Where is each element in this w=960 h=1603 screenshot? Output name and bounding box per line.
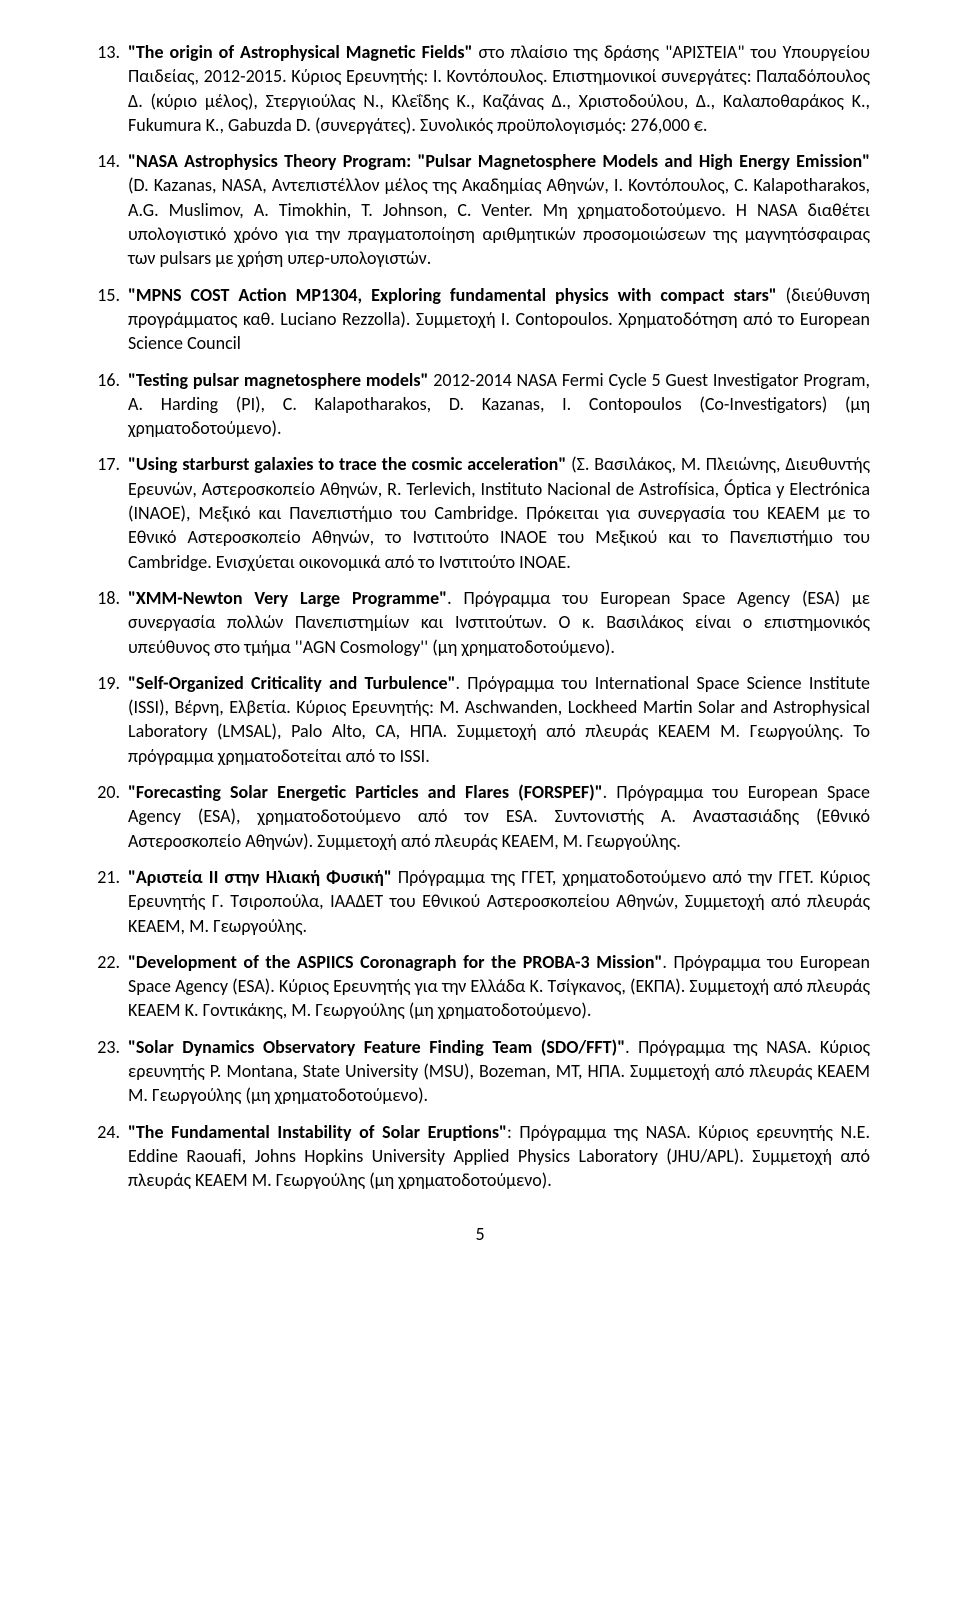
- numbered-list: 13. "The origin of Astrophysical Magnetic…: [90, 40, 870, 1192]
- item-title: "Testing pulsar magnetosphere models": [128, 369, 428, 391]
- item-title: "Αριστεία ΙΙ στην Ηλιακή Φυσική": [128, 866, 392, 888]
- item-number: 23.: [90, 1035, 120, 1059]
- item-number: 16.: [90, 368, 120, 392]
- list-item: 16. "Testing pulsar magnetosphere models"…: [90, 368, 870, 441]
- list-item: 24. "The Fundamental Instability of Solar…: [90, 1120, 870, 1193]
- item-number: 13.: [90, 40, 120, 64]
- list-item: 21."Αριστεία ΙΙ στην Ηλιακή Φυσική" Πρόγ…: [90, 865, 870, 938]
- list-item: 23. "Solar Dynamics Observatory Feature F…: [90, 1035, 870, 1108]
- item-number: 14.: [90, 149, 120, 173]
- item-title: "Using starburst galaxies to trace the c…: [128, 453, 566, 475]
- item-title: "Development of the ASPIICS Coronagraph …: [128, 951, 662, 973]
- list-item: 14. "NASA Astrophysics Theory Program: "P…: [90, 149, 870, 270]
- list-item: 22. "Development of the ASPIICS Coronagra…: [90, 950, 870, 1023]
- item-title: "NASA Astrophysics Theory Program: "Puls…: [128, 150, 870, 172]
- item-number: 17.: [90, 452, 120, 476]
- item-number: 22.: [90, 950, 120, 974]
- item-number: 19.: [90, 671, 120, 695]
- list-item: 17. "Using starburst galaxies to trace th…: [90, 452, 870, 573]
- item-body: (D. Kazanas, NASA, Αντεπιστέλλον μέλος τ…: [128, 174, 870, 269]
- item-title: "The origin of Astrophysical Magnetic Fi…: [128, 41, 473, 63]
- item-number: 21.: [90, 865, 120, 889]
- list-item: 15. "MPNS COST Action MP1304, Exploring f…: [90, 283, 870, 356]
- item-title: "The Fundamental Instability of Solar Er…: [128, 1121, 507, 1143]
- list-item: 20. "Forecasting Solar Energetic Particle…: [90, 780, 870, 853]
- list-item: 19. "Self-Organized Criticality and Turbu…: [90, 671, 870, 768]
- item-title: "Forecasting Solar Energetic Particles a…: [128, 781, 603, 803]
- item-number: 18.: [90, 586, 120, 610]
- list-item: 18."XMM-Newton Very Large Programme". Πρ…: [90, 586, 870, 659]
- item-title: "XMM-Newton Very Large Programme": [128, 587, 447, 609]
- item-number: 24.: [90, 1120, 120, 1144]
- document-page: 13. "The origin of Astrophysical Magnetic…: [0, 0, 960, 1287]
- list-item: 13. "The origin of Astrophysical Magnetic…: [90, 40, 870, 137]
- page-number: 5: [90, 1222, 870, 1246]
- item-title: "MPNS COST Action MP1304, Exploring fund…: [128, 284, 777, 306]
- item-title: "Self-Organized Criticality and Turbulen…: [128, 672, 455, 694]
- item-number: 20.: [90, 780, 120, 804]
- item-title: "Solar Dynamics Observatory Feature Find…: [128, 1036, 625, 1058]
- item-number: 15.: [90, 283, 120, 307]
